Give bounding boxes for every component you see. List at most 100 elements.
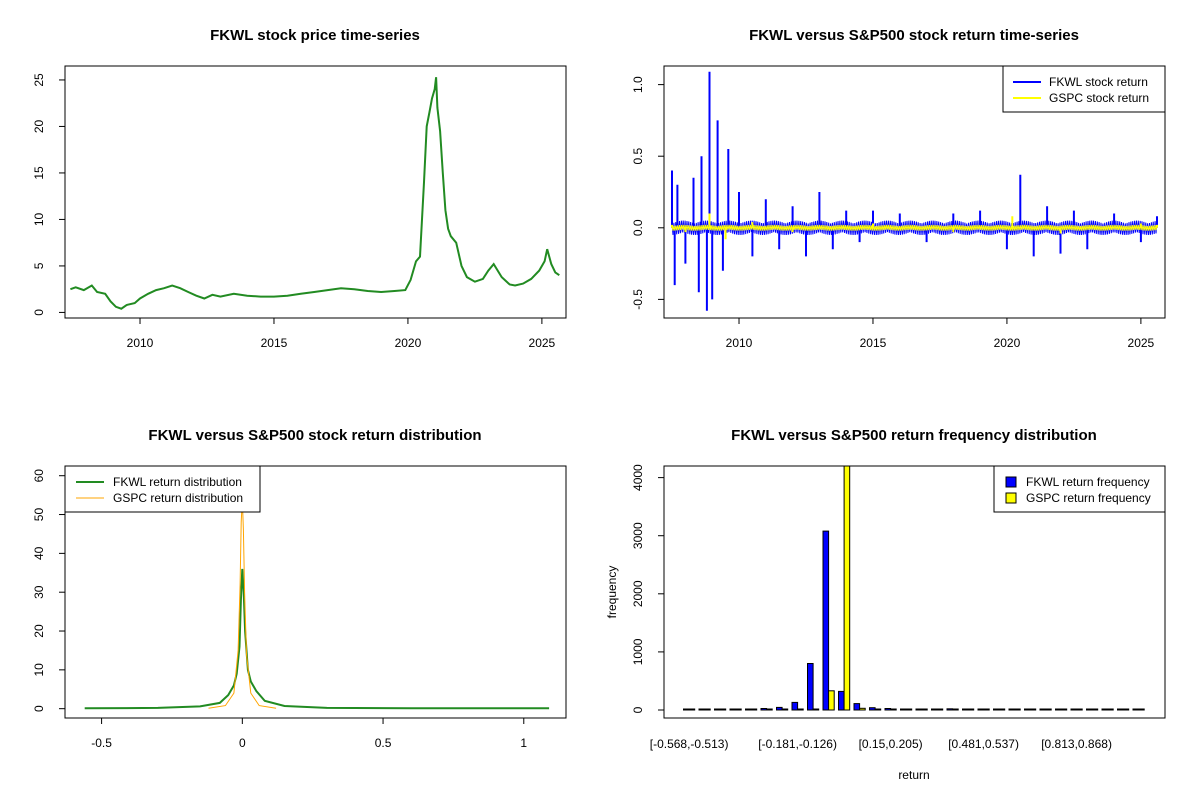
bar-gspc-frequency <box>797 708 804 711</box>
bar-gspc-frequency <box>1014 708 1021 711</box>
bar-fkwl-frequency <box>1132 708 1140 711</box>
bar-gspc-frequency <box>828 690 835 711</box>
panel-return-timeseries: FKWL versus S&P500 stock return time-ser… <box>631 27 1166 350</box>
y-tick-label: 0 <box>32 705 46 712</box>
x-axis-label-frequency: return <box>898 768 929 782</box>
bar-fkwl-frequency <box>776 706 783 711</box>
bar-fkwl-frequency <box>869 707 876 711</box>
y-tick-label: 60 <box>32 469 46 483</box>
legend-box-return <box>1002 65 1166 113</box>
chart-title-frequency: FKWL versus S&P500 return frequency dist… <box>731 427 1097 444</box>
x-tick-label: 2015 <box>860 336 887 350</box>
legend-label-gspc-dist: GSPC return distribution <box>113 491 243 505</box>
legend-label-gspc-freq: GSPC return frequency <box>1026 491 1151 505</box>
bar-fkwl-frequency <box>977 708 985 711</box>
bar-gspc-frequency <box>967 708 975 711</box>
bar-fkwl-frequency <box>931 708 938 711</box>
y-tick-label: 0.0 <box>631 219 645 236</box>
bar-fkwl-frequency <box>729 708 737 711</box>
x-tick-label: 2015 <box>261 336 288 350</box>
x-tick-label: 0.5 <box>375 736 392 750</box>
bar-gspc-frequency <box>1107 708 1114 711</box>
bar-fkwl-frequency <box>993 708 1000 711</box>
bar-gspc-frequency <box>781 708 789 711</box>
bar-gspc-frequency <box>859 707 866 711</box>
bar-fkwl-frequency <box>807 663 814 711</box>
bar-fkwl-frequency <box>853 703 861 711</box>
series-line-fkwl-price <box>70 77 560 310</box>
legend-swatch-fkwl-freq <box>1005 476 1017 488</box>
bar-fkwl-frequency <box>683 708 690 711</box>
y-tick-label: 0.5 <box>631 148 645 165</box>
x-tick-label: [-0.568,-0.513) <box>650 737 729 751</box>
x-tick-label: [0.15,0.205) <box>859 737 923 751</box>
bar-fkwl-frequency <box>1055 708 1062 711</box>
bar-fkwl-frequency <box>745 708 752 711</box>
x-tick-label: [-0.181,-0.126) <box>758 737 837 751</box>
bar-fkwl-frequency <box>791 701 799 711</box>
bar-fkwl-frequency <box>822 530 830 711</box>
y-axis-label-frequency: frequency <box>605 566 619 619</box>
x-tick-label: [0.481,0.537) <box>948 737 1019 751</box>
y-tick-label: 50 <box>32 508 46 522</box>
bar-gspc-frequency <box>1138 708 1145 711</box>
bar-gspc-frequency <box>998 708 1006 711</box>
bar-gspc-frequency <box>874 708 882 711</box>
bar-gspc-frequency <box>766 708 773 711</box>
y-tick-label: 2000 <box>631 580 645 607</box>
x-tick-label: 2010 <box>726 336 753 350</box>
bar-gspc-frequency <box>704 708 711 711</box>
x-tick-label: 2020 <box>994 336 1021 350</box>
bar-gspc-frequency <box>905 708 913 711</box>
y-tick-label: 25 <box>32 73 46 87</box>
bar-fkwl-frequency <box>1117 708 1124 711</box>
bar-gspc-frequency <box>952 708 959 711</box>
y-tick-label: 10 <box>32 212 46 226</box>
x-tick-label: 2010 <box>127 336 154 350</box>
x-tick-label: 1 <box>520 736 527 750</box>
y-tick-label: 0 <box>32 309 46 316</box>
bar-fkwl-frequency <box>1086 708 1093 711</box>
bar-gspc-frequency <box>983 708 990 711</box>
legend-label-fkwl-dist: FKWL return distribution <box>113 475 242 489</box>
chart-title-distribution: FKWL versus S&P500 stock return distribu… <box>148 427 481 444</box>
y-tick-label: 3000 <box>631 522 645 549</box>
x-tick-label: 2025 <box>1128 336 1155 350</box>
bar-fkwl-frequency <box>1101 708 1109 711</box>
bar-fkwl-frequency <box>962 708 969 711</box>
density-line-fkwl <box>84 568 550 710</box>
x-tick-label: 2025 <box>529 336 556 350</box>
chart-title-return: FKWL versus S&P500 stock return time-ser… <box>749 27 1079 44</box>
series-distribution <box>84 498 550 710</box>
series-band-gspc-return <box>671 224 1158 231</box>
legend-label-fkwl-freq: FKWL return frequency <box>1026 475 1150 489</box>
panel-price-timeseries: FKWL stock price time-series 2010 2015 202… <box>32 27 567 350</box>
bar-fkwl-frequency <box>900 708 907 711</box>
bar-gspc-frequency <box>688 708 696 711</box>
bar-gspc-frequency <box>812 708 820 711</box>
plot-frame-price <box>64 65 567 319</box>
bar-fkwl-frequency <box>1024 708 1031 711</box>
density-line-gspc <box>208 498 277 709</box>
panel-frequency-distribution: FKWL versus S&P500 return frequency dist… <box>605 427 1166 782</box>
bar-fkwl-frequency <box>1039 708 1047 711</box>
bar-fkwl-frequency <box>714 708 721 711</box>
x-tick-label: -0.5 <box>91 736 112 750</box>
bar-gspc-frequency <box>1076 708 1083 711</box>
legend-box-frequency <box>993 465 1166 513</box>
bar-fkwl-frequency <box>838 690 845 711</box>
legend-box-distribution <box>64 465 261 513</box>
y-tick-label: 1.0 <box>631 76 645 93</box>
bar-fkwl-frequency <box>915 708 923 711</box>
y-tick-label: 30 <box>32 585 46 599</box>
bar-gspc-frequency <box>1060 708 1068 711</box>
bar-gspc-frequency <box>719 708 727 711</box>
y-tick-label: 20 <box>32 624 46 638</box>
x-tick-label: 0 <box>239 736 246 750</box>
y-tick-label: 10 <box>32 663 46 677</box>
bar-fkwl-frequency <box>1070 708 1078 711</box>
bar-gspc-frequency <box>921 708 928 711</box>
y-tick-label: 4000 <box>631 464 645 491</box>
